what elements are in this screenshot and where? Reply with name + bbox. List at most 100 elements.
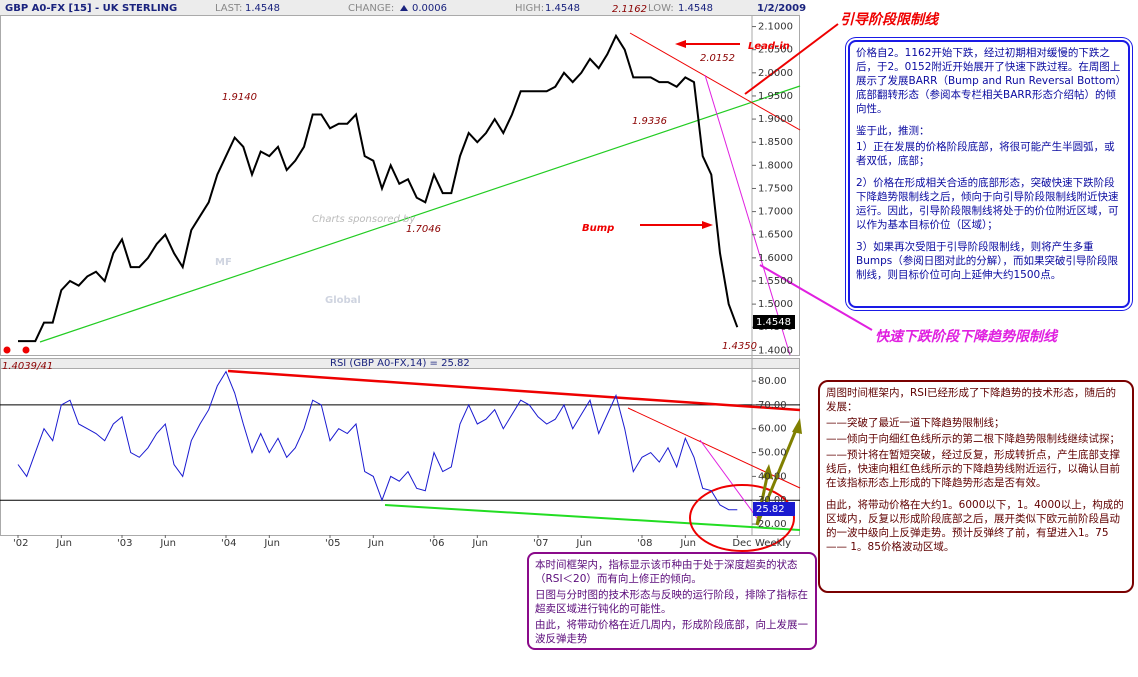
note-box: 价格自2。1162开始下跌，经过初期相对缓慢的下跌之后，于2。0152附近开始展…	[848, 40, 1130, 308]
note-paragraph: 由此，将带动价格在近几周内，形成阶段底部，向上发展一波反弹走势	[535, 619, 808, 645]
watermark: MF	[215, 257, 232, 268]
annotation: 2.1162	[612, 4, 647, 15]
x-tick-label: '08	[637, 538, 652, 549]
y-tick-label: 1.5000	[758, 299, 793, 310]
watermark: Charts sponsored by	[312, 214, 416, 225]
x-tick-label: Jun	[575, 538, 592, 549]
y-tick-label: 1.7500	[758, 183, 793, 194]
y-tick-label: 1.9500	[758, 91, 793, 102]
run-line	[704, 74, 791, 356]
header-low-label: LOW:	[648, 3, 674, 14]
annotation: Lead-in	[748, 41, 790, 52]
y-tick-label: 1.4000	[758, 345, 793, 356]
note-paragraph: 本时间框架内，指标显示该币种由于处于深度超卖的状态（RSI＜20）而有向上修正的…	[535, 559, 798, 585]
annotation: 1.9336	[632, 116, 667, 127]
y2-tick-label: 50.00	[758, 448, 787, 459]
lead-in-title: 引导阶段限制线	[840, 12, 938, 28]
rsi-line	[17, 370, 738, 511]
y2-tick-label: 60.00	[758, 424, 787, 435]
x-tick-label: '05	[325, 538, 340, 549]
pointer-line	[759, 264, 873, 331]
lead-in-line	[629, 32, 801, 131]
x-tick-label: '04	[221, 538, 236, 549]
rsi-support-line	[384, 504, 801, 531]
arrow-head	[702, 221, 713, 229]
pointer-line	[744, 23, 839, 95]
header-symbol: GBP A0-FX [15] - UK STERLING	[5, 3, 177, 14]
annotation: 1.4039/41	[2, 361, 53, 372]
header-change: 0.0006	[412, 3, 447, 14]
projection-arrow	[755, 471, 770, 526]
annotation: Bump	[582, 223, 614, 234]
note-paragraph: 由此，将带动价格在大约1。6000以下，1。4000以上，构成的区域内，反复以形…	[826, 499, 1124, 553]
marker-dot	[3, 346, 11, 354]
marker-dot	[22, 346, 30, 354]
x-tick-label: Jun	[471, 538, 488, 549]
y-tick-label: 2.1000	[758, 22, 793, 33]
x-tick-label: Jun	[679, 538, 696, 549]
note-box: 本时间框架内，指标显示该币种由于处于深度超卖的状态（RSI＜20）而有向上修正的…	[527, 552, 817, 650]
header-date: 1/2/2009	[757, 3, 806, 14]
annotation: 1.4548	[756, 317, 791, 328]
note-paragraph: 周图时间框架内，RSI已经形成了下降趋势的技术形态，随后的发展：	[826, 387, 1117, 413]
annotation: 25.82	[756, 504, 785, 515]
note-paragraph: 3）如果再次受阻于引导阶段限制线，则将产生多重Bumps（参阅日图对此的分解），…	[856, 241, 1118, 281]
x-tick-label: Jun	[55, 538, 72, 549]
change-icon	[400, 5, 408, 11]
y2-tick-label: 20.00	[758, 519, 787, 530]
y-tick-label: 1.6500	[758, 230, 793, 241]
background-layer	[0, 404, 800, 501]
value-box	[753, 502, 795, 516]
y2-tick-label: 80.00	[758, 376, 787, 387]
y-tick-label: 1.8500	[758, 137, 793, 148]
y2-tick-label: 40.00	[758, 471, 787, 482]
annotation: 1.4350	[722, 341, 757, 352]
header-last: 1.4548	[245, 3, 280, 14]
x-tick-label: '07	[533, 538, 548, 549]
note-paragraph: 鉴于此，推测：	[856, 125, 930, 137]
x-tick-label: '02	[13, 538, 28, 549]
note-paragraph: ——倾向于向细红色线所示的第二根下降趋势限制线继续试探；	[826, 433, 1120, 445]
arrow-head	[675, 40, 686, 48]
header-change-label: CHANGE:	[348, 3, 394, 14]
y-tick-label: 2.0500	[758, 45, 793, 56]
y2-tick-label: 70.00	[758, 400, 787, 411]
note-paragraph: 2）价格在形成相关合适的底部形态，突破快速下跌阶段下降趋势限制线之后，倾向于向引…	[856, 177, 1119, 231]
y-tick-label: 2.0000	[758, 68, 793, 79]
note-box: 周图时间框架内，RSI已经形成了下降趋势的技术形态，随后的发展： ——突破了最近一…	[818, 380, 1134, 593]
rsi-panel	[0, 368, 800, 536]
annotation: 1.7046	[406, 224, 441, 235]
note-paragraph: 1）正在发展的价格阶段底部，将很可能产生半圆弧，或者双低，底部；	[856, 141, 1115, 167]
trend-line	[39, 85, 801, 343]
header-low: 1.4548	[678, 3, 713, 14]
annotation: 1.9140	[222, 92, 257, 103]
highlight-ellipse	[689, 484, 795, 552]
price-panel	[0, 15, 800, 356]
y-tick-label: 1.6000	[758, 253, 793, 264]
x-tick-label: '06	[429, 538, 444, 549]
annotation: 2.0152	[700, 53, 735, 64]
note-paragraph: ——预计将在暂短突破，经过反复，形成转折点，产生底部支撑线后，快速向粗红色线所示…	[826, 449, 1120, 489]
y-tick-label: 1.9000	[758, 114, 793, 125]
header-high-label: HIGH:	[515, 3, 544, 14]
arrow-head	[762, 464, 773, 479]
y-tick-label: 1.5500	[758, 276, 793, 287]
run-title: 快速下跌阶段下降趋势限制线	[875, 329, 1057, 345]
rsi-trend-line	[227, 369, 801, 412]
header-bar	[0, 0, 800, 15]
x-tick-label: Jun	[263, 538, 280, 549]
y2-tick-label: 30.00	[758, 495, 787, 506]
rsi-title: RSI (GBP A0-FX,14) = 25.82	[330, 358, 470, 369]
x-tick-label: Jun	[367, 538, 384, 549]
x-tick-label: '03	[117, 538, 132, 549]
note-paragraph: 日图与分时图的技术形态与反映的运行阶段，排除了指标在超卖区域进行钝化的可能性。	[535, 589, 808, 615]
x-tick-label: Dec	[732, 538, 751, 549]
price-line	[18, 33, 739, 343]
rsi-break-line	[699, 439, 761, 523]
note-paragraph: 价格自2。1162开始下跌，经过初期相对缓慢的下跌之后，于2。0152附近开始展…	[856, 47, 1121, 115]
header-last-label: LAST:	[215, 3, 242, 14]
header-high: 1.4548	[545, 3, 580, 14]
value-box	[753, 315, 795, 329]
